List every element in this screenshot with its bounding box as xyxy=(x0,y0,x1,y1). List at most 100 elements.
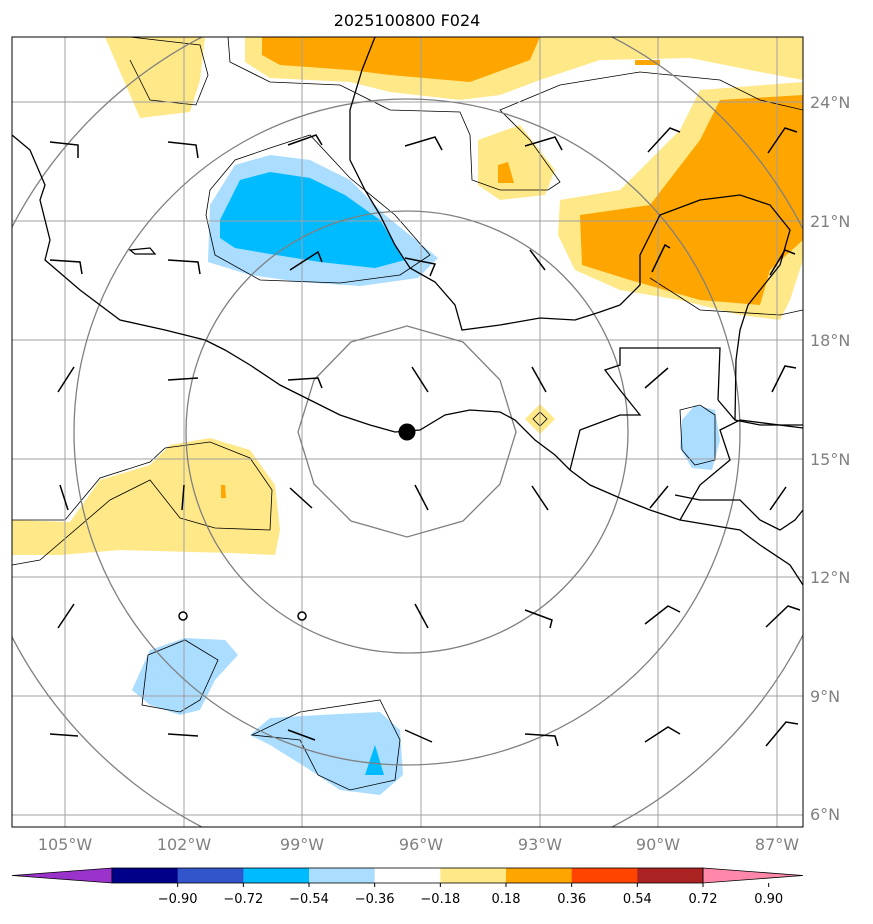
colorbar: −0.90 −0.72 −0.54 −0.36 −0.18 0.18 0.36 0.54 0.7… xyxy=(11,867,804,907)
pacific-islands xyxy=(128,247,157,255)
yellow-region-east-gulf xyxy=(478,125,555,200)
wind-barb xyxy=(411,366,429,393)
yellow-region-west-pacific xyxy=(12,438,280,555)
colorbar-frame xyxy=(111,867,704,884)
lat-label: 12°N xyxy=(810,568,850,587)
wind-barbs xyxy=(49,127,801,747)
wind-barb xyxy=(404,729,433,743)
mexico-pacific-coast xyxy=(12,134,803,586)
blue-region-pacific-s xyxy=(250,712,403,795)
colorbar-segment xyxy=(571,868,638,883)
positive-contours xyxy=(12,37,803,555)
lat-label: 18°N xyxy=(810,331,850,350)
wind-barb xyxy=(57,603,75,629)
lon-label: 102°W xyxy=(157,835,212,854)
wind-barb xyxy=(644,367,669,389)
wind-barb xyxy=(767,127,798,154)
colorbar-segment xyxy=(440,868,507,883)
range-rings xyxy=(12,37,803,827)
wind-barb xyxy=(167,141,199,159)
colorbar-segment xyxy=(374,868,441,883)
orange-spot-east-gulf xyxy=(498,162,514,183)
wind-barb xyxy=(644,726,681,743)
colorbar-extend-low xyxy=(11,867,113,884)
lon-label: 90°W xyxy=(636,835,680,854)
colorbar-label: 0.54 xyxy=(623,892,652,907)
wind-barb xyxy=(167,733,199,737)
orange-region-yucatan xyxy=(580,95,803,305)
central-america-coast xyxy=(674,494,803,531)
blue-region-belize xyxy=(680,405,720,470)
lat-label: 24°N xyxy=(810,93,850,112)
wind-barb xyxy=(49,141,79,158)
map-title: 2025100800 F024 xyxy=(334,11,481,30)
colorbar-label: −0.18 xyxy=(420,892,460,907)
colorbar-segment xyxy=(177,868,244,883)
colorbar-label: −0.54 xyxy=(289,892,329,907)
honduras-border xyxy=(679,419,803,521)
range-ring-1 xyxy=(297,325,517,538)
wind-barb xyxy=(531,485,549,511)
wind-barb xyxy=(524,136,563,151)
orange-region-gulf-north xyxy=(262,37,540,82)
wind-barb xyxy=(769,486,787,511)
wind-barb xyxy=(651,243,671,273)
cyan-spot-pacific-s xyxy=(365,745,384,775)
wind-barb xyxy=(289,250,323,271)
calm-markers xyxy=(178,611,307,621)
wind-barb xyxy=(167,377,199,381)
orange-spot-west-pacific xyxy=(221,485,226,498)
colorbar-segment xyxy=(112,868,179,883)
graticule xyxy=(12,37,803,827)
wind-barb xyxy=(49,259,83,275)
colorbar-segment xyxy=(243,868,310,883)
plot-frame xyxy=(11,36,804,828)
colorbar-label: −0.90 xyxy=(158,892,198,907)
colorbar-label: 0.72 xyxy=(689,892,718,907)
wind-barb xyxy=(771,365,797,393)
wind-barb xyxy=(289,487,313,509)
wind-barb xyxy=(59,484,69,511)
wind-barb xyxy=(649,485,669,509)
lon-label: 87°W xyxy=(755,835,799,854)
orange-spot-small xyxy=(635,60,660,65)
wind-barb xyxy=(524,609,553,629)
colorbar-label: 0.36 xyxy=(557,892,586,907)
colorbar-label: −0.72 xyxy=(223,892,263,907)
lat-label: 15°N xyxy=(810,450,850,469)
colorbar-segment xyxy=(637,868,704,883)
lat-label: 21°N xyxy=(810,212,850,231)
wind-barb xyxy=(531,366,547,393)
lon-label: 99°W xyxy=(280,835,324,854)
colorbar-label: 0.18 xyxy=(492,892,521,907)
wind-barb xyxy=(414,484,429,511)
wind-barb xyxy=(167,259,201,275)
yellow-region-top xyxy=(105,37,205,118)
wind-barb xyxy=(287,377,323,389)
calm-marker xyxy=(178,611,188,621)
wind-barb xyxy=(287,134,323,146)
calm-marker xyxy=(297,611,307,621)
wind-barb xyxy=(404,257,437,277)
range-ring-2 xyxy=(185,210,629,654)
lat-label: 9°N xyxy=(810,687,840,706)
wind-barb xyxy=(524,733,559,747)
plot-area xyxy=(12,37,803,827)
wind-barb xyxy=(765,721,799,747)
storm-center-marker xyxy=(398,423,416,441)
wind-barb xyxy=(529,249,546,271)
coastlines xyxy=(12,37,803,586)
range-ring-3 xyxy=(73,98,741,766)
honduras-coast xyxy=(717,399,803,426)
wind-barb xyxy=(769,249,796,276)
yucatan-coast xyxy=(619,194,791,421)
wind-barb xyxy=(647,127,681,153)
wind-barb xyxy=(287,729,316,741)
cyan-region-gulf-west xyxy=(220,172,405,268)
wind-barb xyxy=(765,605,801,628)
mexico-gulf-coast xyxy=(349,37,621,331)
wind-barb xyxy=(644,605,681,625)
colorbar-extend-high xyxy=(702,867,804,884)
wind-barb xyxy=(57,366,75,393)
